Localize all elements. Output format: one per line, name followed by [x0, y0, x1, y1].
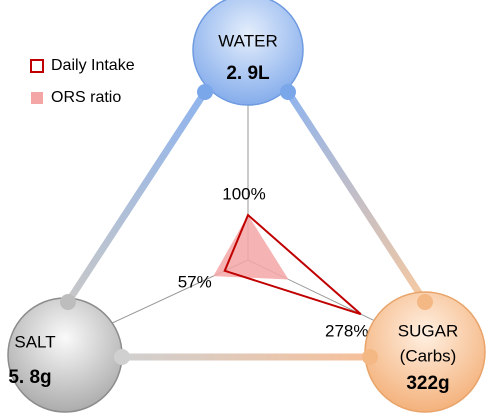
plot: 100% 57% 278%: [178, 184, 369, 340]
joint: [197, 84, 213, 100]
water-node: [192, 0, 304, 106]
frame-edge: [65, 90, 208, 304]
category-note: (Carbs): [400, 346, 457, 365]
data-label: 100%: [222, 184, 265, 203]
legend-swatch: [31, 92, 43, 104]
joint: [280, 84, 296, 100]
amount: 5. 8g: [8, 367, 51, 388]
joint: [114, 349, 130, 365]
legend-label: ORS ratio: [51, 89, 121, 106]
legend: Daily Intake ORS ratio: [30, 57, 135, 106]
joint: [362, 349, 378, 365]
frame-edge: [285, 90, 428, 304]
legend-swatch: [30, 59, 44, 73]
area: [213, 215, 289, 280]
nodes: WATER 2. 9L SALT 5. 8g SUGAR (Carbs) 322…: [7, 0, 486, 413]
legend-label: Daily Intake: [51, 57, 135, 74]
joint: [417, 294, 433, 310]
category-label: WATER: [218, 31, 278, 50]
category-label: SUGAR: [398, 321, 458, 340]
data-label: 278%: [325, 322, 368, 341]
salt-node: [7, 297, 123, 413]
amount: 2. 9L: [226, 63, 270, 84]
joint: [60, 294, 76, 310]
category-label: SALT: [14, 332, 55, 351]
line: [223, 213, 362, 316]
data-label: 57%: [178, 272, 212, 291]
amount: 322g: [406, 373, 449, 394]
